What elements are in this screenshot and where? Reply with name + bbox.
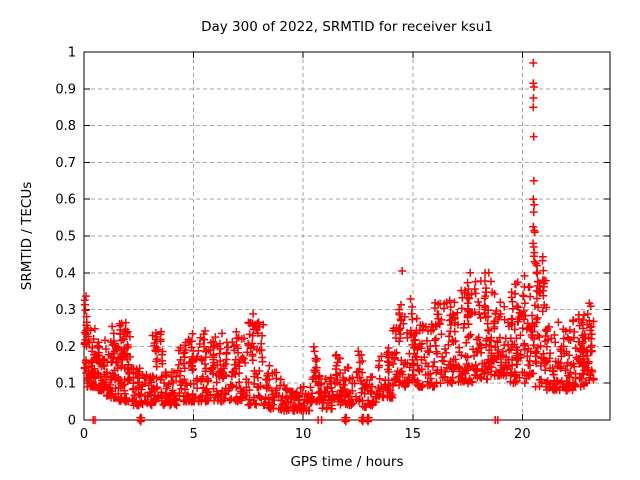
y-tick-label: 0.3 (55, 303, 76, 318)
x-axis-label: GPS time / hours (290, 454, 403, 470)
y-tick-label: 0.6 (55, 193, 76, 208)
y-tick-label: 0.9 (55, 82, 76, 97)
y-tick-label: 1 (68, 46, 76, 61)
y-tick-label: 0.5 (55, 230, 76, 245)
chart-title: Day 300 of 2022, SRMTID for receiver ksu… (201, 19, 493, 35)
gridlines (84, 52, 610, 420)
x-tick-label: 10 (295, 427, 312, 442)
x-tick-label: 0 (80, 427, 88, 442)
y-tick-label: 0.7 (55, 156, 76, 171)
y-tick-label: 0 (68, 414, 76, 429)
x-tick-label: 5 (189, 427, 197, 442)
y-axis-label: SRMTID / TECUs (19, 182, 35, 290)
x-tick-label: 15 (404, 427, 421, 442)
y-tick-label: 0.1 (55, 377, 76, 392)
axis-tick-labels: 0 5 10 15 20 0 0.1 0.2 0.3 0.4 0.5 0.6 0.7 0.8 0.9 1 (55, 46, 530, 443)
data-points-scatter (80, 59, 598, 426)
y-tick-label: 0.2 (55, 340, 76, 355)
y-tick-label: 0.4 (55, 266, 76, 281)
y-tick-label: 0.8 (55, 119, 76, 134)
x-tick-label: 20 (514, 427, 531, 442)
